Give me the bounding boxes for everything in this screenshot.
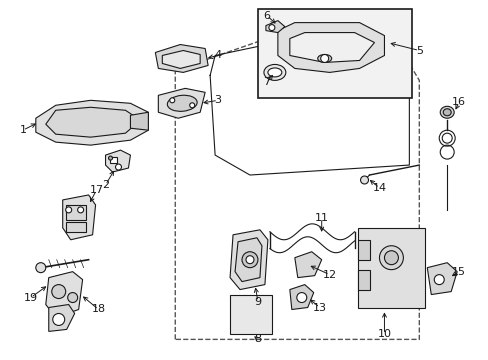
Text: 19: 19 <box>24 293 38 302</box>
Ellipse shape <box>167 95 197 111</box>
Polygon shape <box>130 112 148 130</box>
Circle shape <box>268 24 274 31</box>
Polygon shape <box>289 32 374 62</box>
Circle shape <box>169 98 174 103</box>
Circle shape <box>296 293 306 302</box>
Circle shape <box>379 246 403 270</box>
Polygon shape <box>229 230 267 289</box>
Polygon shape <box>235 238 262 282</box>
Text: 13: 13 <box>312 302 326 312</box>
Polygon shape <box>427 263 456 294</box>
Polygon shape <box>49 305 75 332</box>
Polygon shape <box>155 45 208 72</box>
Circle shape <box>65 207 72 213</box>
Text: 18: 18 <box>91 305 105 315</box>
Polygon shape <box>162 50 200 68</box>
Text: 2: 2 <box>102 180 109 190</box>
Circle shape <box>52 285 65 298</box>
Circle shape <box>115 164 121 170</box>
Text: 11: 11 <box>314 213 328 223</box>
Polygon shape <box>265 21 285 32</box>
Text: 9: 9 <box>254 297 261 306</box>
Bar <box>357 228 425 307</box>
Polygon shape <box>36 100 148 145</box>
Ellipse shape <box>264 64 285 80</box>
Polygon shape <box>46 272 82 318</box>
Text: 12: 12 <box>322 270 336 280</box>
Ellipse shape <box>442 109 450 116</box>
Polygon shape <box>289 285 313 310</box>
Circle shape <box>189 103 194 108</box>
Text: 8: 8 <box>254 334 261 345</box>
Bar <box>258 9 411 98</box>
Polygon shape <box>294 252 321 278</box>
Circle shape <box>67 293 78 302</box>
Bar <box>229 294 271 334</box>
Circle shape <box>242 252 258 268</box>
Circle shape <box>245 256 253 264</box>
Ellipse shape <box>317 54 331 62</box>
Circle shape <box>36 263 46 273</box>
Text: 15: 15 <box>451 267 465 276</box>
Polygon shape <box>62 195 95 240</box>
Text: 6: 6 <box>263 11 270 21</box>
Polygon shape <box>277 23 384 72</box>
Text: 14: 14 <box>372 183 386 193</box>
Bar <box>65 205 85 220</box>
Polygon shape <box>158 88 205 118</box>
Polygon shape <box>46 107 140 137</box>
Text: 17: 17 <box>89 185 103 195</box>
Circle shape <box>433 275 443 285</box>
Bar <box>357 240 369 260</box>
Circle shape <box>360 176 368 184</box>
Ellipse shape <box>439 106 453 118</box>
Circle shape <box>384 251 398 265</box>
Text: 16: 16 <box>451 97 465 107</box>
Text: 4: 4 <box>214 50 221 60</box>
Bar <box>109 157 117 163</box>
Polygon shape <box>105 150 130 172</box>
Circle shape <box>53 314 64 325</box>
Circle shape <box>78 207 83 213</box>
Bar <box>357 270 369 289</box>
Text: 7: 7 <box>263 77 270 87</box>
Circle shape <box>108 156 112 160</box>
Ellipse shape <box>267 68 281 77</box>
Text: 3: 3 <box>214 95 221 105</box>
Bar <box>65 222 85 232</box>
Text: 5: 5 <box>415 45 422 55</box>
Text: 10: 10 <box>377 329 391 339</box>
Text: 1: 1 <box>20 125 26 135</box>
Circle shape <box>320 54 328 62</box>
